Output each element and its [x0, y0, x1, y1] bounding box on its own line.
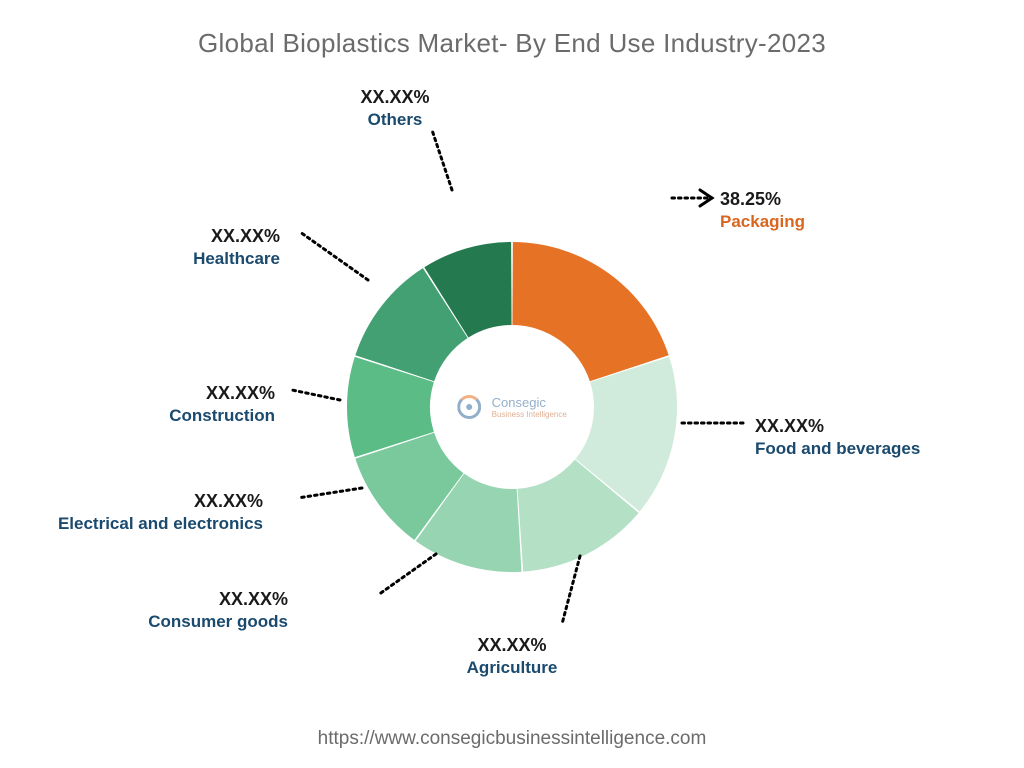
label-name: Agriculture: [467, 657, 558, 679]
label-percent: XX.XX%: [58, 490, 263, 513]
label-percent: XX.XX%: [467, 634, 558, 657]
segment-label-construction: XX.XX%Construction: [169, 382, 275, 427]
segment-label-packaging: 38.25%Packaging: [720, 188, 805, 233]
label-name: Construction: [169, 405, 275, 427]
label-percent: XX.XX%: [169, 382, 275, 405]
logo-icon: [457, 395, 481, 419]
logo-text-main: Consegic: [492, 395, 567, 410]
label-percent: XX.XX%: [755, 415, 920, 438]
chart-title: Global Bioplastics Market- By End Use In…: [0, 0, 1024, 59]
label-percent: XX.XX%: [148, 588, 288, 611]
segment-label-healthcare: XX.XX%Healthcare: [193, 225, 280, 270]
label-percent: XX.XX%: [193, 225, 280, 248]
logo-text-sub: Business Intelligence: [492, 410, 567, 419]
label-name: Electrical and electronics: [58, 513, 263, 535]
segment-label-electrical-and-electronics: XX.XX%Electrical and electronics: [58, 490, 263, 535]
label-percent: XX.XX%: [360, 86, 429, 109]
label-name: Food and beverages: [755, 438, 920, 460]
center-logo-watermark: Consegic Business Intelligence: [457, 395, 567, 419]
label-name: Others: [360, 109, 429, 131]
footer-url: https://www.consegicbusinessintelligence…: [0, 728, 1024, 750]
donut-segment-packaging: [512, 242, 668, 381]
donut-chart-container: Consegic Business Intelligence: [192, 87, 832, 727]
segment-label-agriculture: XX.XX%Agriculture: [467, 634, 558, 679]
segment-label-consumer-goods: XX.XX%Consumer goods: [148, 588, 288, 633]
label-name: Packaging: [720, 211, 805, 233]
segment-label-food-and-beverages: XX.XX%Food and beverages: [755, 415, 920, 460]
segment-label-others: XX.XX%Others: [360, 86, 429, 131]
label-name: Consumer goods: [148, 611, 288, 633]
label-name: Healthcare: [193, 248, 280, 270]
label-percent: 38.25%: [720, 188, 805, 211]
